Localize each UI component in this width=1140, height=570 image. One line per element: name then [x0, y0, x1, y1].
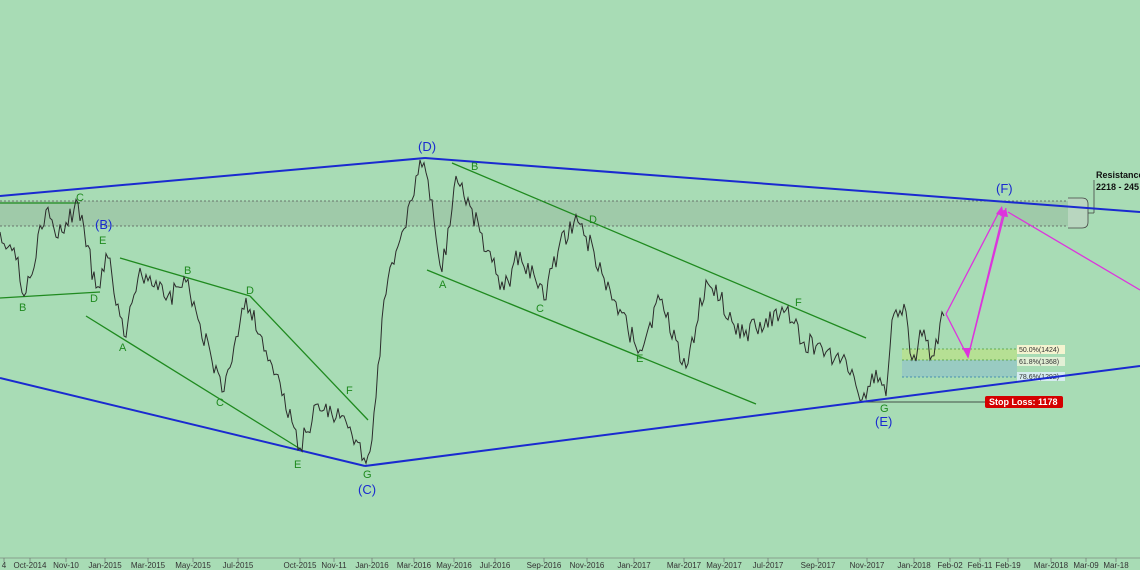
blue-channel-upper-right [424, 157, 1140, 213]
wave-label-green-D2: D [246, 285, 254, 297]
x-tick-label: Oct-2015 [284, 561, 317, 570]
fib-zone-upper [902, 349, 1017, 360]
x-tick-label: Jan-2015 [88, 561, 122, 570]
wave-label-green-F2: F [795, 297, 802, 309]
price-line [0, 159, 945, 465]
x-tick-label: Jan-2018 [897, 561, 931, 570]
wave-label-green-C1: C [76, 192, 84, 204]
resistance-label: Resistance [1096, 170, 1140, 180]
fib-label-786: 78.6%(1292) [1019, 374, 1059, 381]
wave-label-green-D3: D [589, 214, 597, 226]
x-tick-label: Nov-10 [53, 561, 79, 570]
x-tick-label: Nov-2017 [850, 561, 885, 570]
projection-decline [1007, 211, 1140, 291]
stop-loss-box [985, 396, 1063, 408]
x-tick-label: Sep-2017 [801, 561, 836, 570]
green-channel-2 [0, 291, 101, 299]
wave-label-green-F1: F [346, 385, 353, 397]
x-tick-label: Mar-2015 [131, 561, 166, 570]
blue-channel-lower-right [364, 365, 1140, 467]
wave-label-blue-D: (D) [418, 139, 436, 154]
x-tick-label: Sep-2016 [527, 561, 562, 570]
x-tick-label: Oct-2014 [14, 561, 47, 570]
wave-label-green-E3: E [636, 353, 643, 365]
wave-label-green-G2: G [880, 403, 889, 415]
wave-label-green-E2: E [294, 459, 301, 471]
wave-label-blue-E: (E) [875, 414, 892, 429]
x-tick-label: Mar-2018 [1034, 561, 1069, 570]
wave-label-green-A2: A [439, 279, 447, 291]
x-tick-label: Mar-09 [1073, 561, 1099, 570]
x-tick-label: May-2016 [436, 561, 472, 570]
x-axis-ticks: 4 Oct-2014 Nov-10 Jan-2015 Mar-2015 May-2015 J… [2, 558, 1129, 570]
wave-label-blue-C: (C) [358, 482, 376, 497]
wave-label-green-E1: E [99, 235, 106, 247]
fib-label-50: 50.0%(1424) [1019, 347, 1059, 354]
wave-label-green-D1: D [90, 293, 98, 305]
x-tick-label: Feb-19 [995, 561, 1021, 570]
wave-label-green-B2: B [184, 265, 191, 277]
resistance-bracket [1068, 197, 1089, 229]
wave-label-green-C2: C [216, 397, 224, 409]
fib-zone-lower [902, 360, 1017, 377]
x-tick-label: 4 [2, 561, 7, 570]
x-tick-label: May-2017 [706, 561, 742, 570]
x-tick-label: Mar-2017 [667, 561, 702, 570]
resistance-zone [0, 201, 1070, 226]
x-tick-label: Nov-11 [321, 561, 347, 570]
wave-label-green-A1: A [119, 342, 127, 354]
fib-label-618: 61.8%(1368) [1019, 359, 1059, 366]
x-tick-label: Jul-2015 [223, 561, 254, 570]
fib-label-786-box [1017, 372, 1065, 381]
x-tick-label: Jul-2016 [480, 561, 511, 570]
wave-label-green-B1: B [19, 302, 26, 314]
wave-label-blue-F: (F) [996, 181, 1013, 196]
resistance-value: 2218 - 245 [1096, 182, 1139, 192]
x-tick-label: Mar-2016 [397, 561, 432, 570]
green-channel-6 [451, 162, 867, 339]
projection-path-2 [945, 209, 1001, 315]
projection-path-3 [967, 209, 1005, 358]
x-tick-label: Mar-18 [1103, 561, 1129, 570]
wave-label-green-G1: G [363, 469, 372, 481]
x-tick-label: Feb-02 [937, 561, 963, 570]
green-channel-5 [249, 295, 369, 421]
x-tick-label: Feb-11 [968, 561, 993, 570]
projection-arrowhead-3 [1000, 208, 1008, 217]
wave-label-green-B3: B [471, 161, 478, 173]
green-channel-4 [85, 315, 303, 451]
stop-loss-label: Stop Loss: 1178 [989, 397, 1058, 407]
wave-label-blue-B: (B) [95, 217, 112, 232]
blue-channel-lower-left [0, 377, 366, 467]
fib-label-618-box [1017, 357, 1065, 366]
x-tick-label: May-2015 [175, 561, 211, 570]
x-tick-label: Jul-2017 [753, 561, 784, 570]
green-channel-7 [426, 269, 757, 405]
wave-label-green-C3: C [536, 303, 544, 315]
x-tick-label: Jan-2017 [617, 561, 651, 570]
green-channel-3 [119, 257, 251, 297]
x-tick-label: Nov-2016 [570, 561, 605, 570]
blue-channel-upper-left [0, 157, 426, 197]
fib-label-50-box [1017, 345, 1065, 354]
x-tick-label: Jan-2016 [355, 561, 389, 570]
